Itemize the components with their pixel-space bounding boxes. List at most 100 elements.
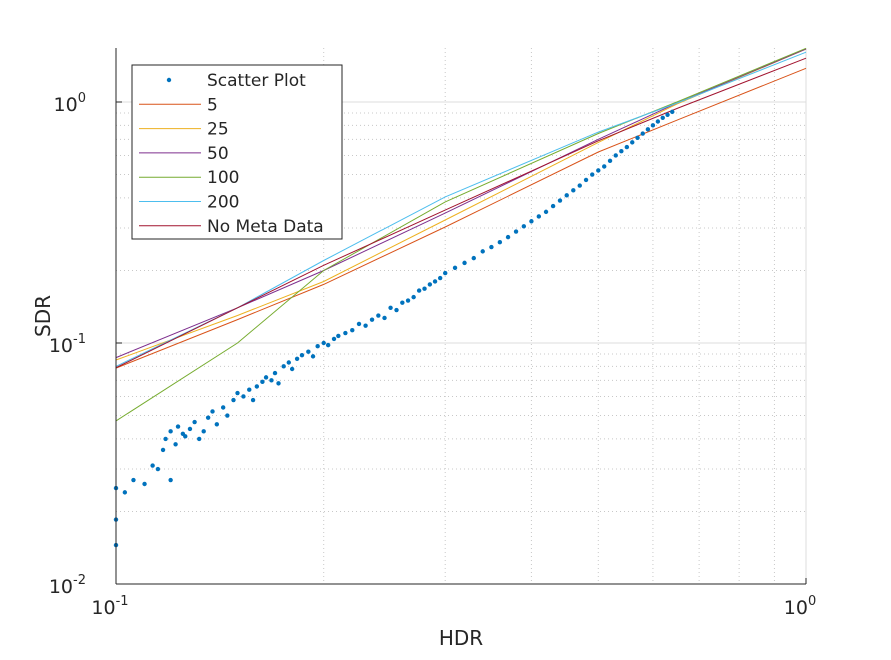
scatter-point xyxy=(260,379,265,385)
scatter-point xyxy=(452,265,458,271)
scatter-point xyxy=(480,249,485,254)
scatter-point xyxy=(173,442,178,447)
scatter-point xyxy=(432,279,438,284)
scatter-point xyxy=(142,481,147,487)
y-tick-base: 10 xyxy=(49,576,73,598)
scatter-point xyxy=(175,424,181,429)
legend-marker-scatter xyxy=(166,77,172,83)
scatter-point xyxy=(183,434,188,439)
scatter-point xyxy=(640,131,645,136)
x-axis-label: HDR xyxy=(439,626,483,650)
scatter-point xyxy=(382,315,387,321)
scatter-point xyxy=(269,378,274,383)
scatter-point xyxy=(505,234,511,240)
scatter-point xyxy=(321,340,326,346)
scatter-point xyxy=(163,436,168,442)
scatter-point xyxy=(596,168,601,173)
scatter-point xyxy=(286,360,291,365)
scatter-point xyxy=(350,328,355,333)
scatter-point xyxy=(343,330,348,336)
scatter-point xyxy=(247,387,252,392)
scatter-point xyxy=(443,270,448,276)
scatter-point xyxy=(388,305,393,310)
scatter-point xyxy=(529,219,534,224)
scatter-point xyxy=(471,255,476,261)
x-tick-label: 10-1 xyxy=(91,594,128,619)
y-tick-base: 10 xyxy=(49,335,73,357)
scatter-point xyxy=(310,354,316,359)
y-tick-label: 100 xyxy=(54,91,86,116)
legend-box xyxy=(131,64,343,240)
legend: Scatter Plot 5 25 50 100 200 No Meta Data xyxy=(131,64,343,240)
scatter-point xyxy=(196,436,202,442)
y-tick-base: 10 xyxy=(54,94,78,116)
scatter-point xyxy=(122,490,128,495)
scatter-point xyxy=(168,477,173,483)
legend-label: 5 xyxy=(207,95,218,115)
scatter-point xyxy=(254,384,260,389)
scatter-point xyxy=(630,140,635,145)
scatter-point xyxy=(624,144,630,150)
scatter-point xyxy=(299,352,305,358)
scatter-point xyxy=(645,127,651,132)
scatter-point xyxy=(427,282,433,287)
scatter-point xyxy=(276,381,281,386)
series-line-5 xyxy=(115,67,807,369)
scatter-point xyxy=(250,397,256,403)
series-line-no-meta-data xyxy=(115,57,807,369)
legend-label: Scatter Plot xyxy=(207,71,306,91)
scatter-point xyxy=(670,109,675,115)
scatter-point xyxy=(160,447,166,453)
x-tick-exponent: -1 xyxy=(116,594,129,609)
y-tick-label: 10-2 xyxy=(49,573,86,598)
scatter-point xyxy=(607,158,613,164)
x-tick-base: 10 xyxy=(91,597,115,619)
scatter-point xyxy=(577,183,582,188)
scatter-point xyxy=(536,214,542,219)
series-line-25 xyxy=(115,48,807,361)
scatter-point xyxy=(619,148,624,154)
scatter-point xyxy=(635,135,640,141)
scatter-point xyxy=(331,336,337,342)
x-tick-base: 10 xyxy=(784,597,808,619)
y-tick-exponent: -2 xyxy=(73,573,86,588)
scatter-point xyxy=(192,419,197,425)
legend-label: 50 xyxy=(207,144,229,164)
series-line-100 xyxy=(115,47,807,422)
legend-label: 200 xyxy=(207,193,239,213)
scatter-point xyxy=(150,463,155,468)
scatter-point xyxy=(201,429,206,434)
scatter-point xyxy=(187,426,193,432)
scatter-point xyxy=(214,422,220,427)
scatter-point xyxy=(557,198,563,203)
grid xyxy=(116,48,807,584)
scatter-point xyxy=(497,239,503,245)
scatter-point xyxy=(513,229,519,234)
scatter-point xyxy=(369,317,375,322)
y-tick-exponent: 0 xyxy=(78,91,86,106)
scatter-point xyxy=(394,307,399,313)
legend-label: No Meta Data xyxy=(207,217,324,237)
scatter-point xyxy=(422,286,427,291)
scatter-point xyxy=(168,429,173,434)
scatter-point xyxy=(613,153,618,158)
scatter-point xyxy=(205,415,211,420)
scatter-point xyxy=(400,300,405,305)
scatter-point xyxy=(241,394,246,399)
scatter-point xyxy=(220,405,226,410)
x-tick-label: 100 xyxy=(784,594,816,619)
scatter-point xyxy=(416,288,422,293)
scatter-point xyxy=(665,112,670,117)
y-tick-exponent: -1 xyxy=(73,332,86,347)
scatter-point xyxy=(462,260,467,266)
scatter-point xyxy=(521,224,527,229)
scatter-point xyxy=(376,313,381,318)
legend-label: 100 xyxy=(207,168,239,188)
scatter-point xyxy=(550,203,556,209)
scatter-point xyxy=(289,366,295,372)
scatter-point xyxy=(437,275,443,281)
scatter-point xyxy=(583,177,589,183)
